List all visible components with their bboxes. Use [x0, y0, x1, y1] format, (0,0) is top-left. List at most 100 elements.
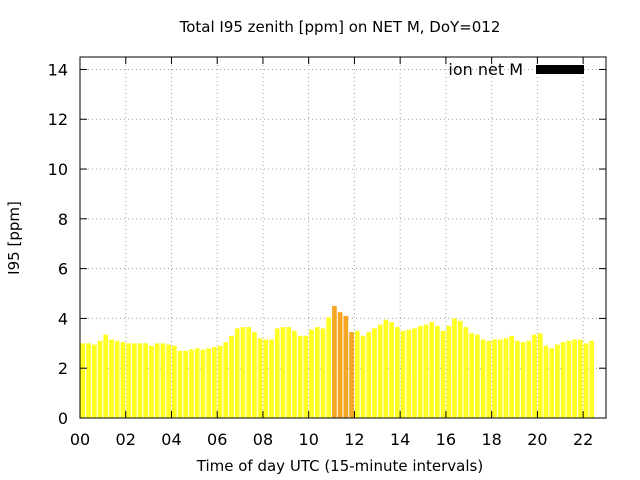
bar	[240, 327, 246, 418]
bar	[217, 345, 223, 418]
bar	[383, 319, 389, 418]
bar	[320, 328, 326, 418]
bar	[440, 330, 446, 418]
bar	[452, 318, 457, 418]
bar	[469, 333, 474, 418]
bar	[354, 330, 360, 418]
bar	[394, 327, 400, 418]
bar	[555, 344, 560, 418]
x-tick-label: 04	[161, 430, 181, 449]
bar	[206, 348, 211, 418]
y-tick-label: 4	[58, 309, 68, 328]
y-tick-label: 2	[58, 359, 68, 378]
x-tick-label: 00	[70, 430, 90, 449]
bar	[160, 343, 166, 418]
bar	[120, 342, 126, 418]
bar	[131, 343, 137, 418]
bar	[400, 330, 406, 418]
bar	[194, 348, 200, 418]
bar	[520, 342, 526, 418]
bar	[309, 329, 314, 418]
bar	[412, 328, 417, 418]
bar	[154, 343, 160, 418]
bar	[274, 328, 280, 418]
bar	[246, 327, 252, 418]
y-axis-label: I95 [ppm]	[5, 201, 23, 275]
x-tick-label: 16	[436, 430, 456, 449]
bar	[80, 343, 86, 418]
bar	[189, 349, 194, 418]
bar	[560, 342, 566, 418]
bar	[223, 342, 229, 418]
legend-label: ion net M	[448, 60, 523, 79]
chart-title: Total I95 zenith [ppm] on NET M, DoY=012	[179, 18, 501, 36]
bar	[492, 339, 497, 418]
x-tick-label: 10	[299, 430, 319, 449]
bar	[480, 339, 486, 418]
bar	[303, 335, 309, 418]
x-tick-label: 14	[390, 430, 410, 449]
bar	[171, 345, 177, 418]
bar	[183, 350, 189, 418]
bar-highlight	[337, 312, 343, 418]
bar	[434, 325, 440, 418]
bar	[543, 345, 549, 418]
bar	[286, 327, 292, 418]
bar	[269, 339, 274, 418]
bar	[515, 340, 520, 418]
bar	[583, 343, 589, 418]
bar	[91, 344, 97, 418]
y-tick-label: 14	[48, 60, 68, 79]
plot-frame	[79, 56, 607, 419]
x-tick-label: 22	[573, 430, 593, 449]
y-tick-label: 10	[48, 160, 68, 179]
bar	[429, 322, 434, 418]
bar	[509, 335, 515, 418]
y-tick-label: 6	[58, 260, 68, 279]
bar	[589, 340, 595, 418]
x-tick-label: 02	[116, 430, 136, 449]
legend: ion net M	[448, 60, 584, 79]
bar	[486, 340, 492, 418]
bar	[97, 340, 103, 418]
bar	[126, 343, 131, 418]
bar	[166, 344, 171, 418]
bar	[566, 340, 572, 418]
bar	[143, 343, 149, 418]
bar	[457, 320, 463, 418]
bar	[360, 335, 366, 418]
bar	[423, 324, 429, 418]
bar	[234, 328, 240, 418]
bar	[292, 330, 297, 418]
x-tick-label: 08	[253, 430, 273, 449]
bar	[297, 335, 303, 418]
bar	[417, 325, 423, 418]
bar	[526, 340, 532, 418]
bar	[503, 338, 509, 418]
bar	[537, 333, 543, 418]
bar	[549, 348, 555, 418]
bar	[212, 347, 217, 418]
y-tick-label: 8	[58, 210, 68, 229]
bar	[406, 329, 412, 418]
bar	[252, 332, 257, 418]
x-tick-label: 06	[207, 430, 227, 449]
bar	[114, 340, 120, 418]
bar	[280, 327, 286, 418]
bar	[377, 324, 383, 418]
bar	[446, 325, 452, 418]
bar	[263, 339, 269, 418]
bar	[572, 339, 577, 418]
bar-series	[80, 305, 595, 418]
bar-highlight	[343, 315, 349, 418]
y-tick-label: 0	[58, 409, 68, 428]
bar	[532, 334, 537, 418]
bar	[177, 350, 183, 418]
bar	[137, 343, 143, 418]
x-tick-label: 18	[481, 430, 501, 449]
bar	[103, 334, 109, 418]
bar	[326, 317, 332, 418]
bar	[257, 338, 263, 418]
